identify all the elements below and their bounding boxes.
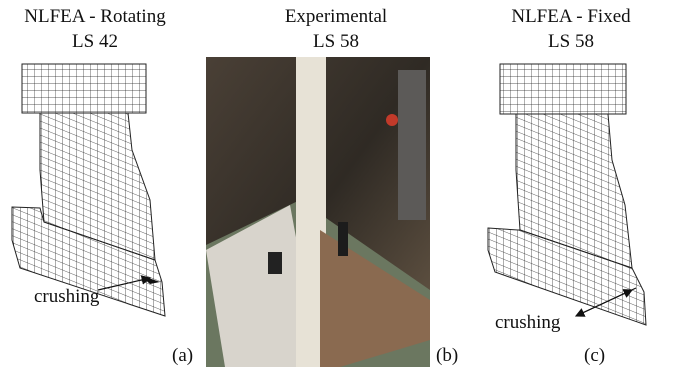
annotation: crushing <box>34 286 100 307</box>
photo <box>206 57 430 367</box>
panel-title: NLFEA - Fixed <box>511 6 631 27</box>
annotation: crushing <box>495 312 561 333</box>
panel-label: (b) <box>436 345 458 366</box>
panel-title: Experimental <box>285 6 387 27</box>
panel-label: (a) <box>172 345 193 366</box>
panel-title: NLFEA - Rotating <box>24 6 166 27</box>
panel-subtitle: LS 58 <box>548 31 594 52</box>
panel-subtitle: LS 42 <box>72 31 118 52</box>
mesh-c <box>488 64 646 325</box>
panel-label: (c) <box>584 345 605 366</box>
mesh-a <box>12 64 165 316</box>
figure: NLFEA - Rotating LS 42 Experimental LS 5… <box>0 0 675 367</box>
panel-subtitle: LS 58 <box>313 31 359 52</box>
